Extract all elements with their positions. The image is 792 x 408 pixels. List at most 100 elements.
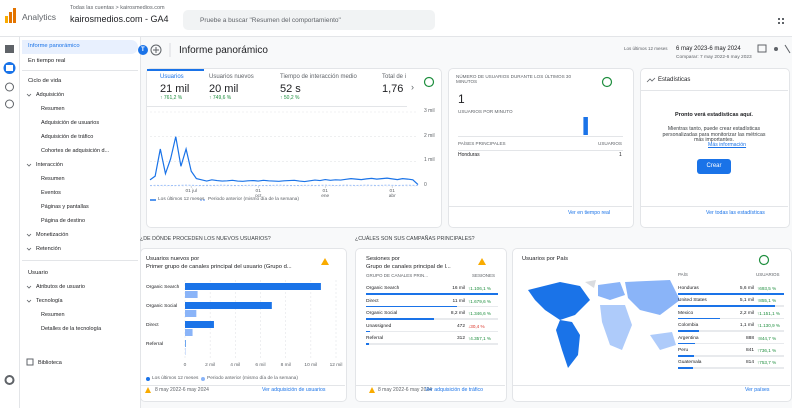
- country-name: Honduras: [458, 152, 480, 158]
- row-divider: [458, 150, 623, 151]
- divider: [448, 206, 632, 207]
- category-label: Referral: [146, 342, 164, 347]
- avatar-letter: T: [141, 47, 145, 53]
- users-change: ↑1.151,1 %: [757, 310, 780, 316]
- nav-subitem[interactable]: Cohortes de adquisición d...: [41, 148, 110, 154]
- date-range[interactable]: 6 may 2023-6 may 2024: [676, 46, 741, 52]
- legend-label: Periodo anterior (mismo día de la semana…: [207, 376, 298, 381]
- legend-label: Los últimos 12 meses: [158, 197, 205, 202]
- nav-subitem[interactable]: Adquisición de tráfico: [41, 134, 94, 140]
- sessions-change: ↑1.106,1 %: [468, 286, 491, 291]
- nav-subitem[interactable]: Páginas y pantallas: [41, 204, 89, 210]
- breadcrumb[interactable]: Todas las cuentas > kairosmedios.com: [70, 5, 165, 11]
- nav-group[interactable]: Interacción: [36, 162, 63, 168]
- x-tick-label: 8 mil: [280, 363, 291, 368]
- property-selector[interactable]: kairosmedios.com - GA4: [70, 14, 169, 24]
- channel-name: Organic Social: [366, 311, 398, 317]
- x-tick-label: 4 mil: [230, 363, 241, 368]
- card-link[interactable]: Ver adquisición de tráfico: [425, 387, 483, 393]
- sidebar: [20, 37, 141, 408]
- country-name: Peru: [678, 348, 689, 353]
- country-name: Colombia: [678, 323, 699, 329]
- users-value: 1,1 mil: [739, 323, 754, 329]
- channel-name: Unassigned: [366, 323, 392, 329]
- sessions-change: ↑4.357,1 %: [468, 336, 491, 342]
- realtime-card: [448, 68, 634, 228]
- insights-more-link[interactable]: Más información: [708, 142, 747, 148]
- nav-group[interactable]: Atributos de usuario: [36, 284, 85, 290]
- nav-subitem[interactable]: Adquisición de usuarios: [41, 120, 100, 126]
- insights-headline: Pronto verá estadísticas aquí.: [675, 112, 753, 118]
- x-tick-label: 12 mil: [329, 363, 343, 368]
- legend-label: Los últimos 12 meses: [152, 376, 199, 381]
- nav-subitem[interactable]: Página de destino: [41, 218, 86, 224]
- users-value: 5,6 mil: [739, 286, 754, 291]
- country-users: 1: [619, 152, 622, 158]
- users-bar: [678, 305, 775, 307]
- y-tick-label: 1 mil: [424, 157, 435, 164]
- session-bar: [366, 330, 370, 333]
- users-value: 5,1 mil: [739, 298, 754, 304]
- nav-item[interactable]: Informe panorámico: [28, 43, 80, 49]
- session-bar: [366, 318, 434, 320]
- card-link[interactable]: Ver adquisición de usuarios: [262, 387, 326, 393]
- nav-item[interactable]: En tiempo real: [28, 58, 66, 64]
- metric-name[interactable]: Tiempo de interacción medio: [280, 74, 357, 80]
- nav-subitem[interactable]: Detalles de la tecnología: [41, 326, 102, 332]
- nav-library[interactable]: Biblioteca: [38, 360, 62, 366]
- nav-section[interactable]: Ciclo de vida: [28, 78, 62, 84]
- nav-subitem[interactable]: Resumen: [41, 106, 65, 112]
- country-name: Mexico: [678, 310, 694, 316]
- metric-change: ↑ 761,2 %: [160, 95, 183, 101]
- search-box: [183, 10, 435, 30]
- metric-name[interactable]: Total de i: [382, 74, 407, 80]
- y-tick-label: 3 mil: [424, 108, 435, 114]
- divider: [355, 385, 505, 386]
- nav-section[interactable]: Usuario: [28, 270, 48, 276]
- table-header: PAÍS: [678, 272, 688, 277]
- active-tab: [147, 69, 204, 71]
- nav-group[interactable]: Retención: [36, 246, 61, 252]
- metric-change: ↑ 749,6 %: [209, 95, 232, 101]
- y-tick-label: 0: [424, 182, 427, 188]
- create-button-label[interactable]: Crear: [706, 163, 722, 169]
- users-bar: [678, 317, 720, 320]
- metric-value: 21 mil: [160, 83, 190, 95]
- bar-track: [366, 343, 498, 345]
- insights-link[interactable]: Ver todas las estadísticas: [706, 210, 765, 216]
- metric-name[interactable]: Usuarios nuevos: [209, 74, 254, 80]
- nav-subitem[interactable]: Resumen: [41, 312, 65, 318]
- country-name: Guatemala: [678, 360, 702, 366]
- card-date: 8 may 2022-6 may 2024: [155, 387, 209, 393]
- table-header: USUARIOS: [598, 141, 622, 146]
- legend-label: Periodo anterior (mismo día de la semana…: [208, 197, 299, 202]
- page-title: Informe panorámico: [179, 45, 268, 56]
- divider: [512, 385, 790, 386]
- sessions-value: 472: [456, 323, 465, 329]
- users-change: ↑693,5 %: [757, 286, 777, 291]
- card-title: Usuarios nuevos por: [146, 256, 200, 262]
- search-placeholder[interactable]: Pruebe a buscar "Resumen del comportamie…: [200, 17, 341, 24]
- divider: [640, 206, 788, 207]
- nav-group[interactable]: Tecnología: [36, 298, 63, 304]
- sessions-value: 8,2 mil: [450, 311, 465, 317]
- realtime-link[interactable]: Ver en tiempo real: [568, 210, 611, 216]
- nav-group[interactable]: Monetización: [36, 232, 69, 238]
- x-tick-label: 01 abr: [388, 189, 396, 200]
- new-users-card: [140, 248, 347, 402]
- active-item-bg: [22, 40, 138, 54]
- users-change: ↑736,1 %: [757, 348, 777, 353]
- metric-name[interactable]: Usuarios: [160, 74, 184, 80]
- nav-subitem[interactable]: Resumen: [41, 176, 65, 182]
- card-link[interactable]: Ver países: [745, 387, 770, 393]
- bar-track: [678, 317, 784, 320]
- users-change: ↑753,7 %: [757, 360, 777, 366]
- sessions-change: ↑1.346,6 %: [468, 311, 491, 317]
- x-tick-label: 01 oct: [255, 189, 262, 200]
- users-bar: [678, 342, 695, 345]
- nav-subitem[interactable]: Eventos: [41, 190, 61, 196]
- nav-group[interactable]: Adquisición: [36, 92, 65, 98]
- sessions-change: ↓30,4 %: [468, 323, 485, 329]
- sessions-change: ↑1.679,6 %: [468, 298, 491, 304]
- card-date: 8 may 2022-6 may 2024: [378, 387, 432, 393]
